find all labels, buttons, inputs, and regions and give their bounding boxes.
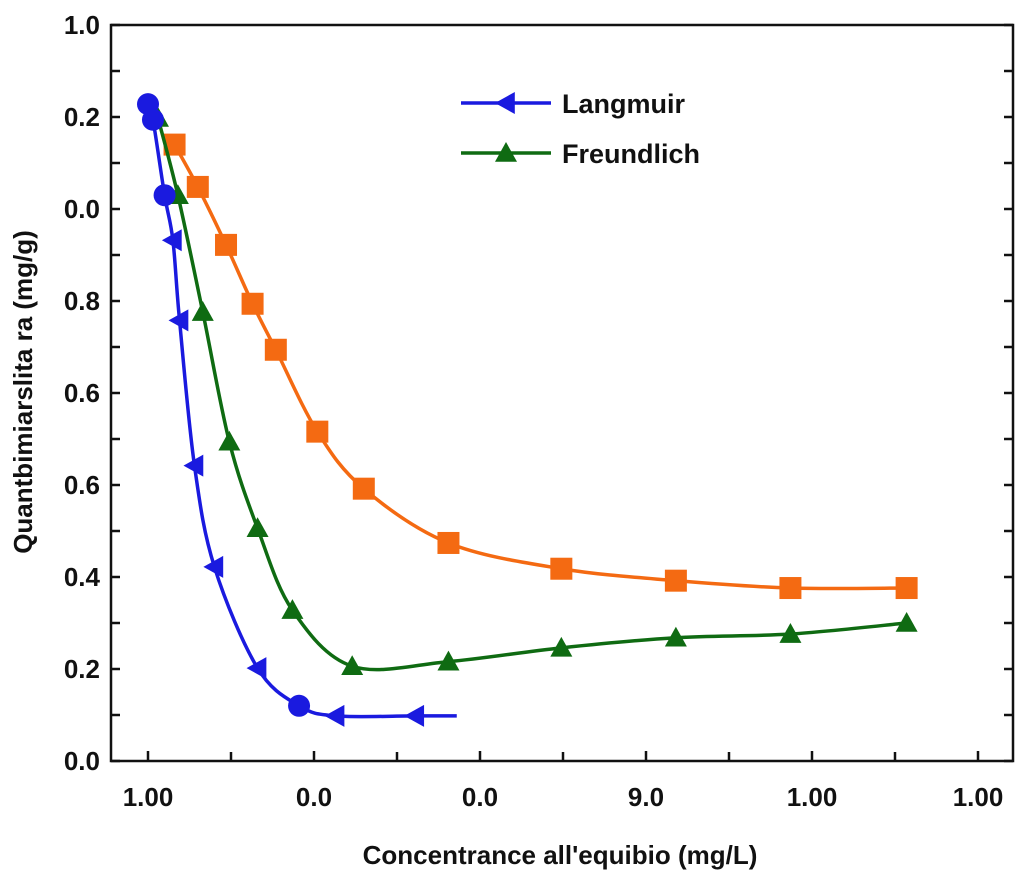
legend-marker xyxy=(495,142,517,162)
legend-marker xyxy=(495,92,515,114)
data-point xyxy=(186,175,209,198)
data-point xyxy=(664,569,687,592)
y-tick-label: 0.0 xyxy=(64,746,100,776)
legend: Langmuir Freundlich xyxy=(461,89,700,169)
data-point xyxy=(664,626,687,647)
data-point xyxy=(306,420,329,443)
data-point xyxy=(324,704,345,727)
x-tick-label: 1.00 xyxy=(787,782,838,812)
data-point xyxy=(550,636,573,657)
x-tick-label: 1.00 xyxy=(123,782,174,812)
data-point xyxy=(341,655,364,676)
x-tick-label: 0.0 xyxy=(296,782,332,812)
series-layer xyxy=(137,93,918,727)
data-point xyxy=(191,301,214,321)
series-line xyxy=(173,143,907,591)
data-point xyxy=(241,292,264,315)
legend-item-langmuir: Langmuir xyxy=(461,89,685,119)
axes: 0.0 0.2 0.4 0.6 0.6 0.8 0.0 0.2 1.0 1.00 0.0 0.0 9.0… xyxy=(64,10,1015,812)
data-point xyxy=(203,555,224,578)
data-point xyxy=(168,309,189,332)
series-unnamed-2 xyxy=(163,133,918,600)
data-point xyxy=(246,517,269,538)
data-point xyxy=(779,577,802,600)
data-point xyxy=(264,338,287,361)
y-tick-label: 0.6 xyxy=(64,470,100,500)
data-point xyxy=(437,650,460,671)
y-tick-label: 0.0 xyxy=(64,194,100,224)
y-tick-label: 0.2 xyxy=(64,654,100,684)
data-point xyxy=(550,557,573,580)
data-point xyxy=(281,599,304,619)
data-point xyxy=(437,531,460,554)
data-point xyxy=(895,577,918,600)
data-point xyxy=(404,704,425,727)
data-point xyxy=(161,229,182,252)
legend-label: Langmuir xyxy=(562,89,685,119)
legend-label: Freundlich xyxy=(562,139,700,169)
data-point xyxy=(163,133,186,156)
legend-item-freundlich: Freundlich xyxy=(461,139,700,169)
data-point xyxy=(153,184,176,207)
y-axis-label: Quantbimiarslita ra (mg/g) xyxy=(8,230,38,554)
y-tick-label: 1.0 xyxy=(64,10,100,40)
data-point xyxy=(352,477,375,500)
data-point xyxy=(141,108,164,131)
data-point xyxy=(895,612,918,632)
series-langmuir xyxy=(137,93,457,727)
y-tick-label: 0.2 xyxy=(64,102,100,132)
x-tick-label: 1.00 xyxy=(953,782,1004,812)
y-tick-label: 0.4 xyxy=(64,562,101,592)
data-point xyxy=(218,430,241,451)
data-point xyxy=(183,454,204,477)
data-point xyxy=(215,233,238,256)
x-tick-label: 0.0 xyxy=(462,782,498,812)
y-tick-label: 0.6 xyxy=(64,378,100,408)
x-axis-label: Concentrance all'equibio (mg/L) xyxy=(363,840,758,870)
x-tick-label: 9.0 xyxy=(628,782,664,812)
data-point xyxy=(779,623,802,643)
data-point xyxy=(288,694,311,717)
y-tick-label: 0.8 xyxy=(64,286,100,316)
data-point xyxy=(246,657,267,680)
